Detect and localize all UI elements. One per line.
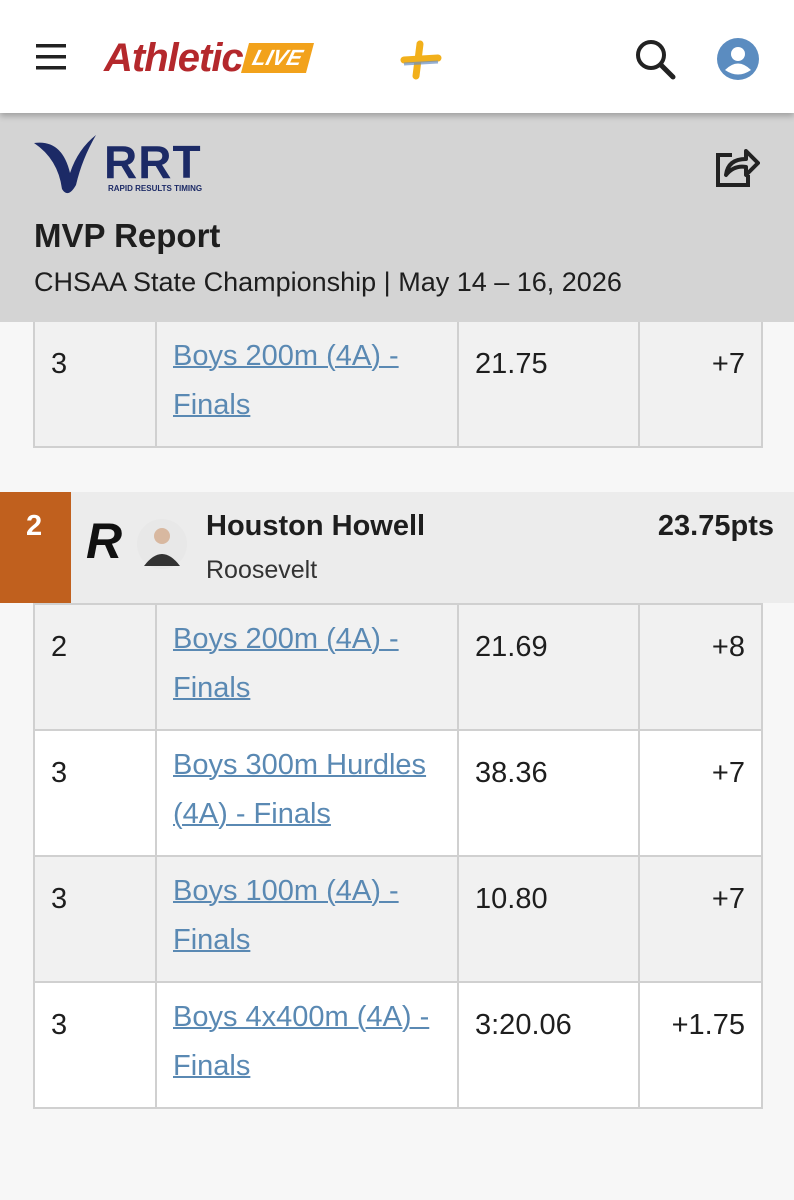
points-cell: +1.75: [638, 981, 763, 1109]
event-cell: Boys 4x400m (4A) - Finals: [155, 981, 459, 1109]
logo-badge: LIVE: [240, 43, 314, 73]
mark-cell: 38.36: [457, 729, 640, 857]
points-cell: +8: [638, 603, 763, 731]
logo[interactable]: Athletic LIVE: [104, 35, 314, 80]
place-cell: 3: [33, 320, 157, 448]
event-link[interactable]: Boys 300m Hurdles (4A) - Finals: [173, 749, 427, 830]
rrt-mark: [34, 135, 96, 194]
event-cell: Boys 200m (4A) - Finals: [155, 320, 459, 448]
mark-cell: 10.80: [457, 855, 640, 983]
place-cell: 3: [33, 729, 157, 857]
points-cell: +7: [638, 855, 763, 983]
brand-tagline: RAPID RESULTS TIMING: [108, 184, 203, 193]
search-icon[interactable]: [634, 38, 676, 80]
event-link[interactable]: Boys 4x400m (4A) - Finals: [173, 1001, 430, 1082]
top-nav: Athletic LIVE: [0, 0, 794, 113]
result-row: 3 Boys 300m Hurdles (4A) - Finals 38.36 +7: [33, 729, 763, 857]
result-row: 3 Boys 100m (4A) - Finals 10.80 +7: [33, 855, 763, 983]
event-link[interactable]: Boys 200m (4A) - Finals: [173, 340, 399, 421]
athlete-points: 23.75pts: [657, 510, 774, 542]
athlete-row[interactable]: 2 R Houston Howell Roosevelt 23.75pts: [0, 492, 794, 603]
event-cell: Boys 300m Hurdles (4A) - Finals: [155, 729, 459, 857]
athlete-name: Houston Howell: [206, 510, 426, 542]
athlete-photo: [137, 519, 187, 569]
logo-text: Athletic: [104, 35, 244, 80]
share-icon[interactable]: [712, 143, 760, 189]
report-title: MVP Report: [34, 217, 221, 254]
place-cell: 3: [33, 981, 157, 1109]
report-subtitle: CHSAA State Championship | May 14 – 16, …: [34, 267, 622, 297]
athlete-team: Roosevelt: [206, 556, 318, 584]
event-cell: Boys 200m (4A) - Finals: [155, 603, 459, 731]
mark-cell: 3:20.06: [457, 981, 640, 1109]
result-row: 3 Boys 200m (4A) - Finals 21.75 +7: [33, 320, 763, 448]
rank-badge: 2: [0, 492, 71, 603]
points-cell: +7: [638, 729, 763, 857]
event-link[interactable]: Boys 100m (4A) - Finals: [173, 875, 399, 956]
team-logo: R: [86, 513, 123, 569]
account-icon[interactable]: [716, 37, 760, 81]
points-cell: +7: [638, 320, 763, 448]
result-row: 2 Boys 200m (4A) - Finals 21.69 +8: [33, 603, 763, 731]
result-row: 3 Boys 4x400m (4A) - Finals 3:20.06 +1.75: [33, 981, 763, 1109]
menu-icon[interactable]: [36, 44, 66, 70]
place-cell: 3: [33, 855, 157, 983]
place-cell: 2: [33, 603, 157, 731]
report-header: RRT RAPID RESULTS TIMING MVP Report CHSA…: [0, 113, 794, 322]
mark-cell: 21.75: [457, 320, 640, 448]
brand: RRT: [104, 136, 202, 188]
previous-results: 3 Boys 200m (4A) - Finals 21.75 +7: [33, 320, 763, 448]
event-link[interactable]: Boys 200m (4A) - Finals: [173, 623, 399, 704]
mark-cell: 21.69: [457, 603, 640, 731]
plus-icon[interactable]: [400, 40, 442, 80]
results-table: 2 Boys 200m (4A) - Finals 21.69 +8 3 Boys 300…: [33, 603, 763, 1109]
event-cell: Boys 100m (4A) - Finals: [155, 855, 459, 983]
